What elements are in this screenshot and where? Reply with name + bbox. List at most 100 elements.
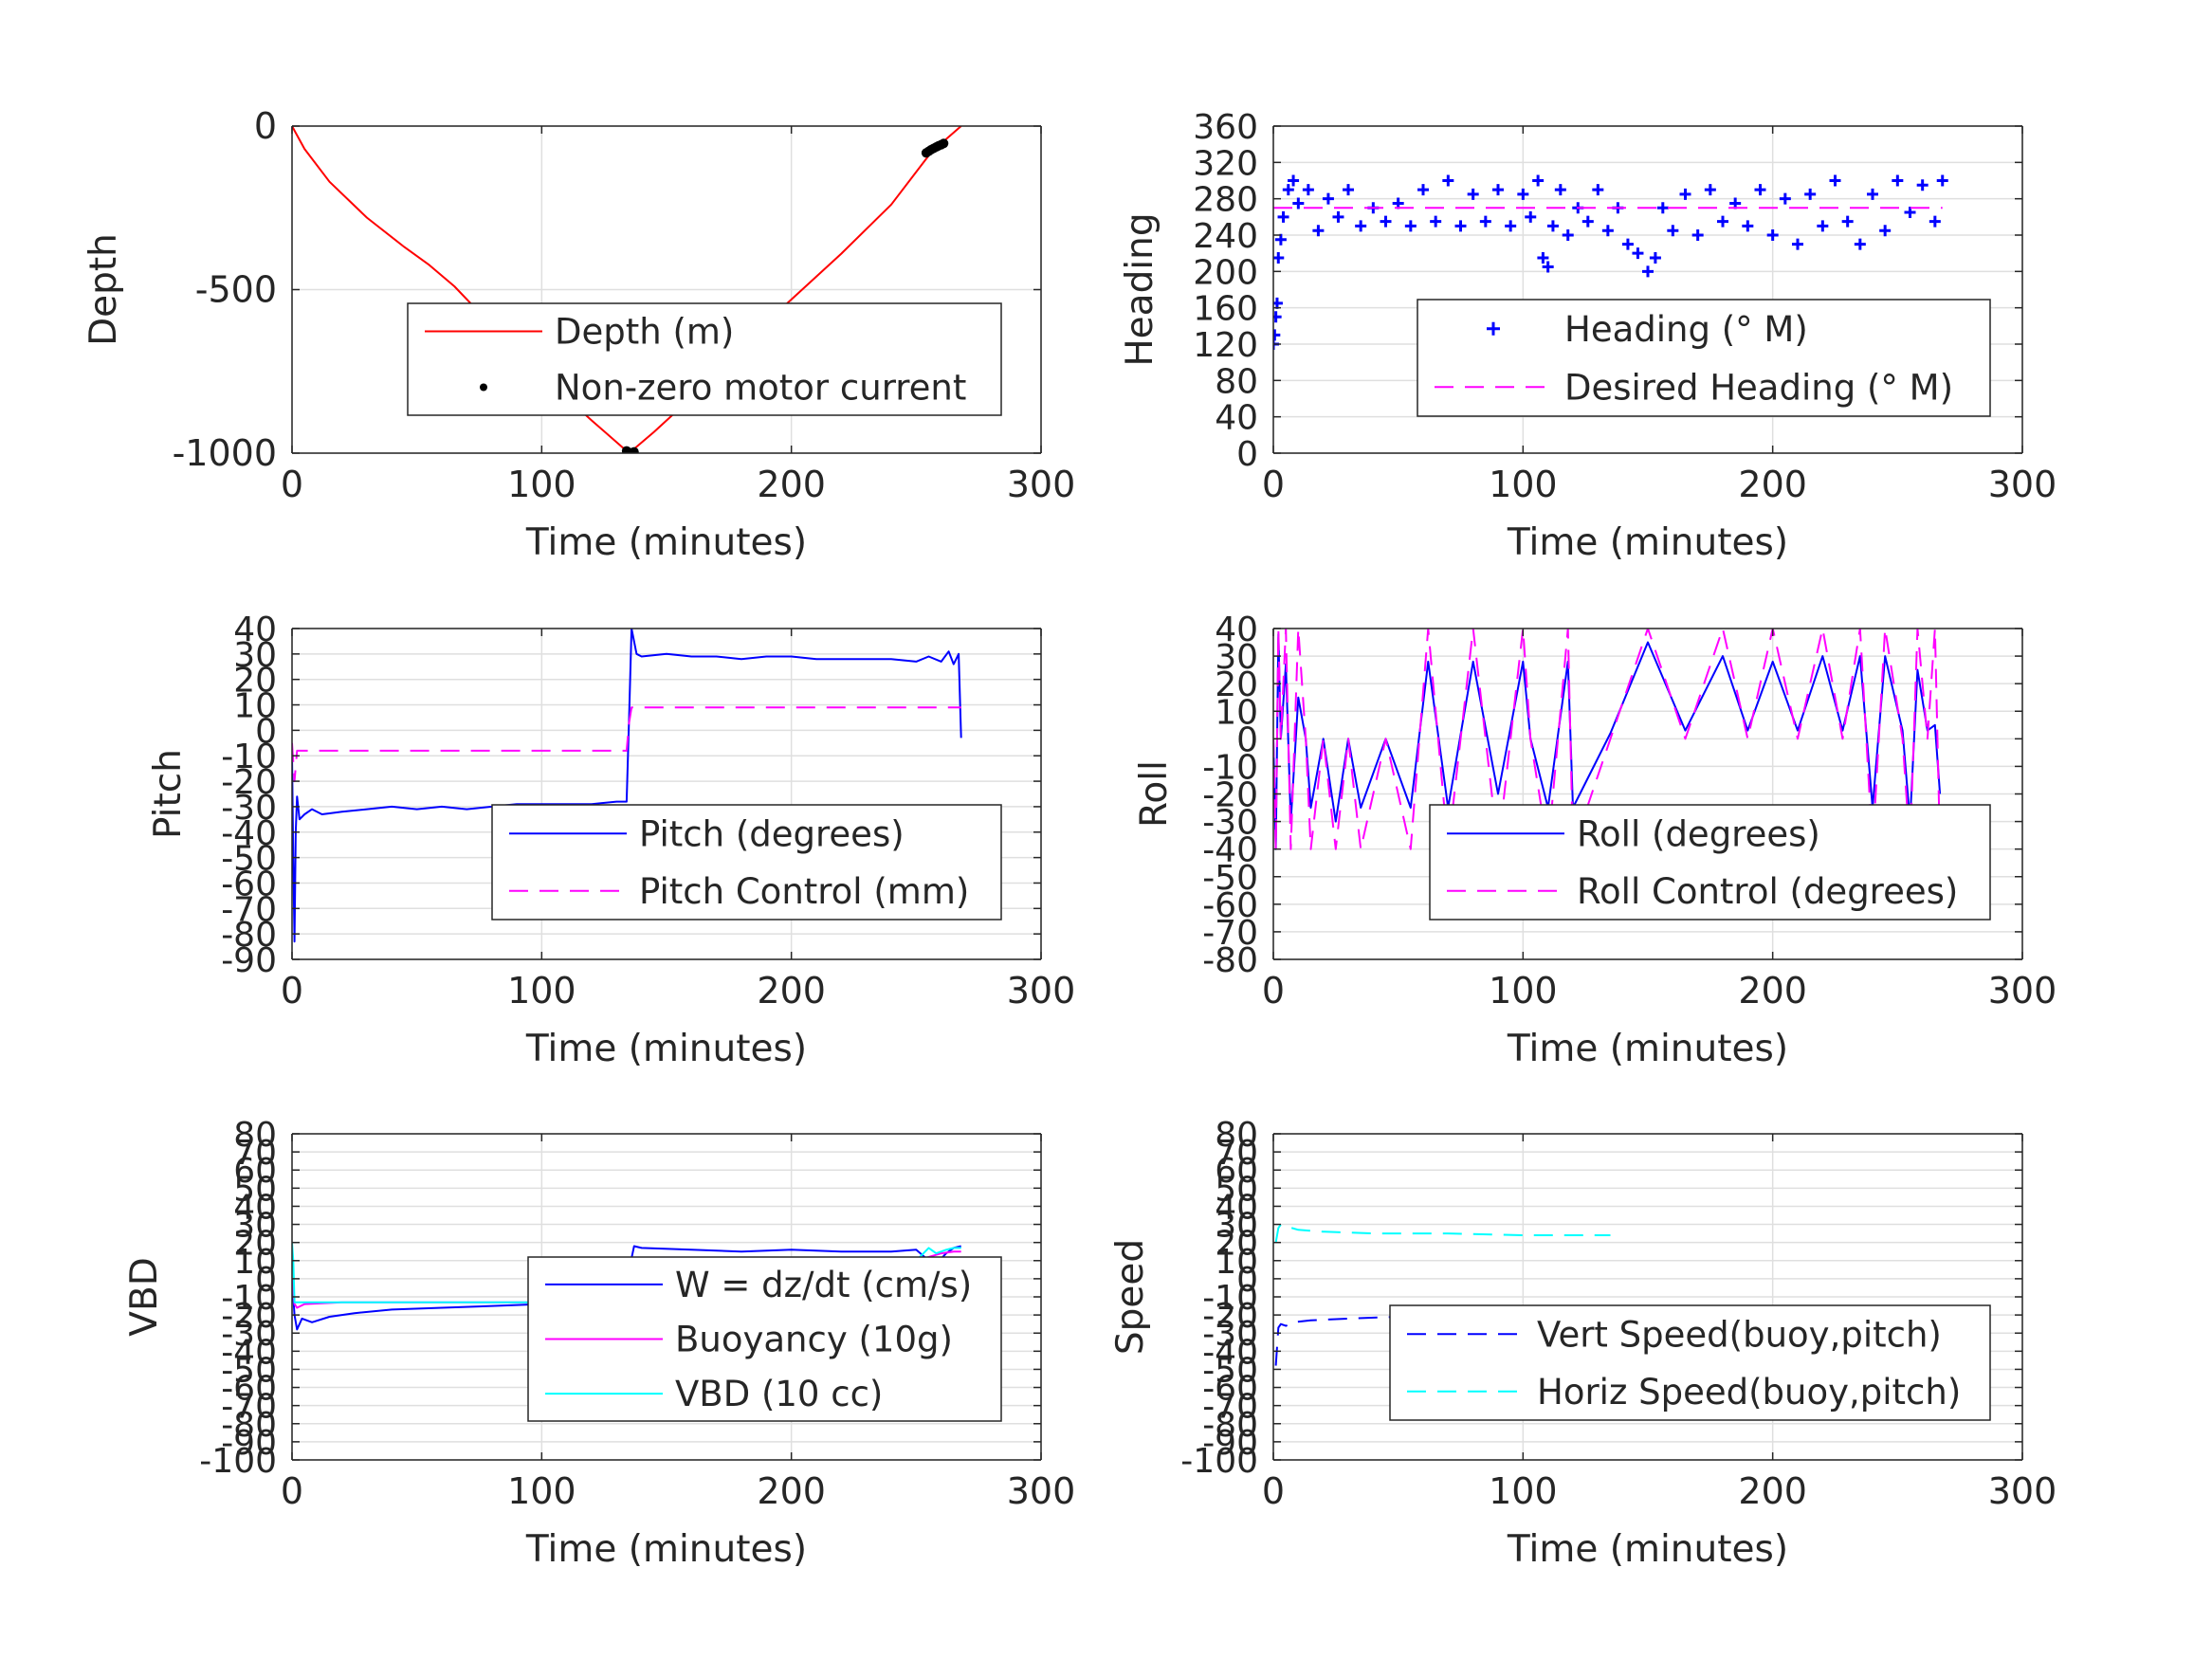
legend-label: VBD (10 cc) [675,1374,883,1414]
series-horiz-speed-buoy-pitch [1274,1223,1611,1243]
legend-marker [1487,321,1500,336]
y-tick-label: 200 [1193,253,1258,292]
data-point [1542,261,1554,273]
y-tick-label: -70 [1202,1388,1258,1427]
x-tick-label: 300 [1007,464,1076,505]
data-point [1717,215,1728,228]
x-tick-label: 100 [1489,464,1558,505]
legend-label: Depth (m) [555,312,734,353]
x-tick-label: 0 [281,970,303,1012]
legend-label: Roll Control (degrees) [1577,871,1958,912]
data-point [1754,184,1766,196]
y-tick-label: -30 [221,1315,277,1354]
y-tick-label: -20 [221,763,277,802]
panel-vbd: 0 100 200 300-100-90-80-70-60-50-40-30-20-1… [123,1116,1075,1571]
legend-label: Heading (° M) [1564,309,1808,350]
y-tick-label: -30 [1202,1315,1258,1354]
y-tick-label: 80 [1215,1116,1258,1155]
y-tick-label: 50 [1215,1170,1258,1209]
data-point [1273,311,1282,323]
data-point [1929,215,1941,228]
y-tick-label: 30 [233,636,277,675]
legend: Vert Speed(buoy,pitch) Horiz Speed(buoy,p… [1389,1304,1991,1421]
y-axis-label: VBD [123,1257,166,1336]
y-tick-label: -40 [221,1333,277,1372]
y-tick-label: -50 [221,840,277,879]
y-tick-label: 40 [1215,1188,1258,1227]
data-point [939,138,949,149]
data-point [1332,210,1344,223]
panel-heading: 0 100 200 30004080120160200240280320360Time… [1119,108,2057,564]
data-point [1505,220,1517,232]
data-point [1904,207,1916,219]
x-tick-label: 0 [1262,1470,1285,1512]
x-tick-label: 200 [1738,970,1807,1012]
x-tick-label: 200 [757,970,826,1012]
legend-label: Non-zero motor current [555,368,966,409]
y-tick-label: 50 [233,1170,277,1209]
y-tick-label: -80 [1202,941,1258,980]
y-tick-label: 10 [1215,693,1258,732]
x-tick-label: 300 [1988,1470,2057,1512]
y-tick-label: 70 [233,1134,277,1173]
x-tick-label: 100 [507,970,576,1012]
y-tick-label: 0 [255,712,277,751]
legend-label: Vert Speed(buoy,pitch) [1537,1314,1942,1355]
data-point [1322,192,1334,205]
y-tick-label: -10 [1202,748,1258,787]
y-tick-label: 40 [233,611,277,649]
x-tick-label: 0 [281,1470,303,1512]
y-tick-label: 0 [255,1261,277,1300]
data-layer [292,126,962,453]
data-point [1892,174,1904,187]
y-tick-label: -1000 [173,432,277,474]
data-point [1430,215,1442,228]
x-axis-label: Time (minutes) [525,521,807,564]
x-tick-label: 100 [507,1470,576,1512]
x-tick-label: 100 [1489,1470,1558,1512]
data-point [1355,220,1367,232]
data-point [1829,174,1841,187]
data-point [1679,188,1691,200]
y-tick-label: -80 [1202,1406,1258,1445]
x-tick-label: 300 [1007,1470,1076,1512]
data-point [1525,210,1537,223]
y-tick-label: -70 [1202,914,1258,953]
data-point [1656,202,1669,214]
x-axis-label: Time (minutes) [525,1028,807,1070]
y-axis-label: Speed [1109,1239,1152,1355]
legend-marker [480,383,487,392]
x-axis-label: Time (minutes) [1507,1028,1788,1070]
panel-depth: 0 100 200 300 -1000 -500 0 Time (minutes) Depth D… [82,105,1075,564]
legend-label: Pitch Control (mm) [639,871,969,912]
data-point [1288,174,1300,187]
data-point [1467,188,1479,200]
data-point [1766,229,1779,241]
legend-label: Horiz Speed(buoy,pitch) [1537,1372,1961,1413]
y-tick-label: 20 [1215,1225,1258,1264]
y-tick-label: -40 [1202,831,1258,870]
legend-label: Roll (degrees) [1577,813,1820,854]
data-point [1282,184,1294,196]
y-tick-label: -70 [221,1388,277,1427]
data-point [1546,220,1559,232]
y-tick-label: 40 [233,1188,277,1227]
y-tick-label: 10 [233,687,277,726]
data-layer [1273,174,1948,350]
y-tick-label: -90 [1202,1424,1258,1463]
legend-label: Desired Heading (° M) [1564,367,1953,408]
data-layer [1273,629,1942,850]
legend-box [1389,1304,1991,1421]
data-point [1517,188,1529,200]
y-tick-label: 10 [233,1243,277,1282]
y-axis-label: Roll [1133,760,1176,828]
legend-label: Pitch (degrees) [639,813,905,854]
legend: Roll (degrees) Roll Control (degrees) [1429,804,1991,921]
y-tick-label: -10 [1202,1279,1258,1318]
y-tick-label: 240 [1193,217,1258,256]
legend: Pitch (degrees) Pitch Control (mm) [491,804,1002,921]
y-tick-label: 40 [1215,611,1258,649]
y-tick-label: 80 [1215,362,1258,401]
data-point [1879,225,1892,237]
y-tick-label: -10 [221,1279,277,1318]
